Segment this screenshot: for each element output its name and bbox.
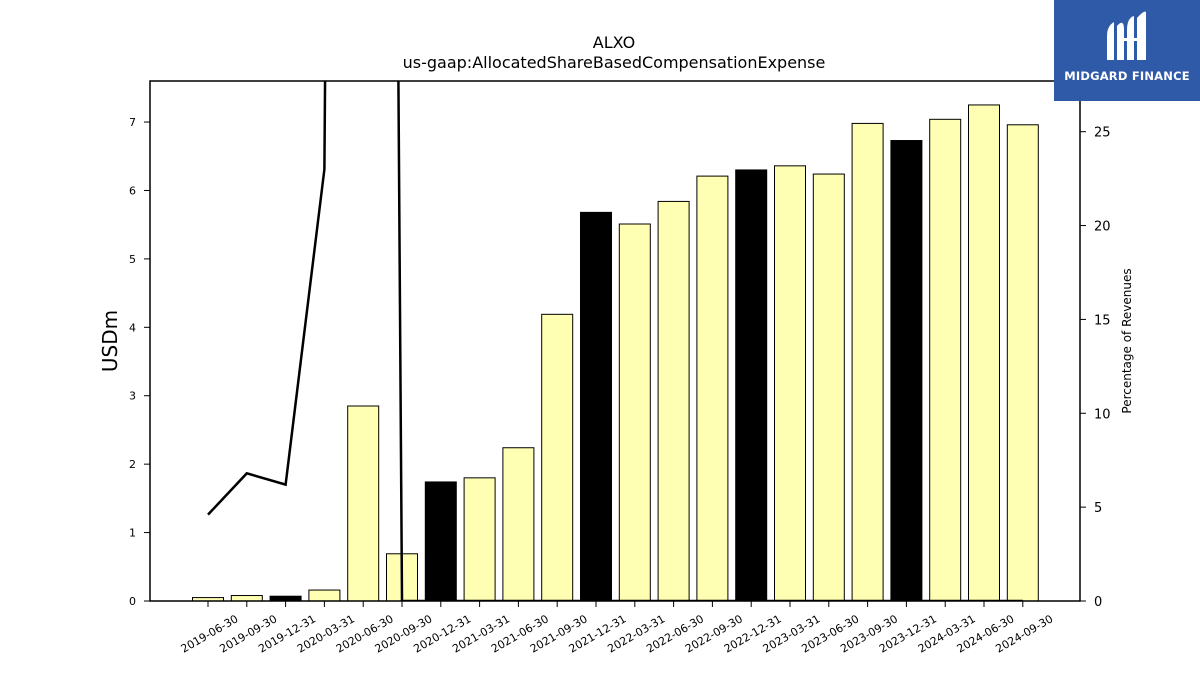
y-tick-label: 5	[129, 253, 136, 266]
y-tick-label: 6	[129, 184, 136, 197]
y2-tick-label: 5	[1094, 501, 1102, 516]
y2-tick-label: 10	[1094, 407, 1111, 422]
y-tick-label: 4	[129, 321, 136, 334]
y2-axis-label: Percentage of Revenues	[1120, 268, 1134, 413]
bar-2020-12-31	[424, 481, 457, 602]
bar-2020-06-30	[347, 405, 380, 602]
bar-2022-09-30	[696, 175, 729, 602]
bar-2019-09-30	[230, 595, 263, 602]
bar-2020-03-31	[308, 589, 341, 602]
midgard-finance-logo: MIDGARD FINANCE	[1054, 0, 1200, 101]
chart-title: ALXO	[593, 33, 635, 52]
y-tick-label: 2	[129, 458, 136, 471]
bar-2021-06-30	[502, 447, 535, 602]
bar-2022-12-31	[735, 169, 768, 602]
y-tick-label: 0	[129, 595, 136, 608]
y2-tick-label: 20	[1094, 220, 1111, 235]
bar-2022-06-30	[657, 200, 690, 602]
bar-2024-03-31	[929, 118, 962, 602]
logo-text: MIDGARD FINANCE	[1064, 69, 1190, 83]
bar-2024-09-30	[1006, 124, 1039, 602]
y-axis-label: USDm	[98, 310, 122, 372]
plot-frame	[149, 80, 1081, 602]
y-tick-label: 1	[129, 527, 136, 540]
bar-2023-06-30	[812, 173, 845, 602]
bar-2024-06-30	[968, 104, 1000, 602]
y-tick-label: 3	[129, 390, 136, 403]
chart-subtitle: us-gaap:AllocatedShareBasedCompensationE…	[403, 53, 826, 72]
y2-tick-label: 25	[1094, 126, 1111, 141]
y-tick-label: 7	[129, 116, 136, 129]
bar-2023-09-30	[851, 122, 884, 602]
logo-mark-icon	[1107, 11, 1146, 61]
y2-tick-label: 15	[1094, 313, 1111, 328]
bar-2023-12-31	[890, 140, 923, 602]
bar-2021-09-30	[541, 313, 574, 602]
bar-2023-03-31	[774, 165, 806, 602]
bar-group	[192, 104, 1039, 602]
bar-2021-12-31	[580, 211, 612, 602]
bar-2022-03-31	[618, 223, 651, 602]
bar-2021-03-31	[463, 477, 496, 602]
y2-tick-label: 0	[1094, 595, 1102, 610]
